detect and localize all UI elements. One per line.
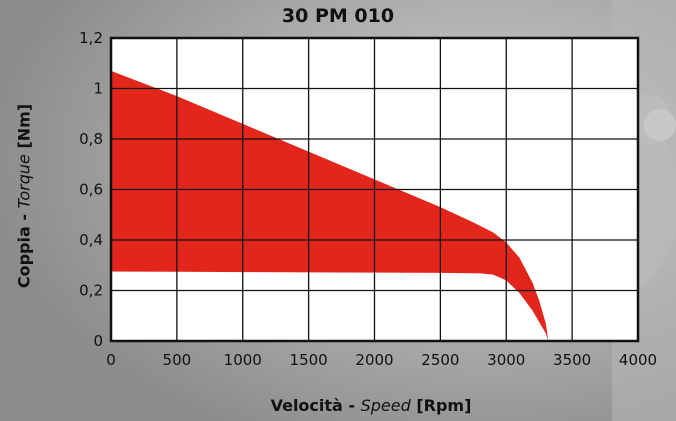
y-tick-label: 0,6 bbox=[79, 181, 103, 199]
y-tick-label: 1,2 bbox=[79, 29, 103, 47]
x-tick-label: 1000 bbox=[224, 351, 262, 369]
x-tick-label: 0 bbox=[106, 351, 116, 369]
y-tick-label: 0,2 bbox=[79, 282, 103, 300]
chart-title: 30 PM 010 bbox=[281, 5, 395, 27]
y-tick-label: 1 bbox=[93, 80, 103, 98]
x-tick-label: 3500 bbox=[553, 351, 591, 369]
y-tick-label: 0 bbox=[93, 332, 103, 350]
continuous-torque-area bbox=[111, 271, 549, 341]
x-axis-label: Velocità - Speed [Rpm] bbox=[270, 396, 472, 415]
x-tick-label: 2000 bbox=[355, 351, 393, 369]
x-tick-label: 1500 bbox=[290, 351, 328, 369]
y-tick-label: 0,4 bbox=[79, 231, 103, 249]
x-tick-label: 500 bbox=[163, 351, 192, 369]
y-axis-label: Coppia - Torque [Nm] bbox=[14, 103, 34, 289]
x-tick-label: 4000 bbox=[619, 351, 657, 369]
x-tick-label: 2500 bbox=[421, 351, 459, 369]
x-tick-label: 3000 bbox=[487, 351, 525, 369]
plot-frame bbox=[109, 36, 640, 343]
y-tick-label: 0,8 bbox=[79, 130, 103, 148]
